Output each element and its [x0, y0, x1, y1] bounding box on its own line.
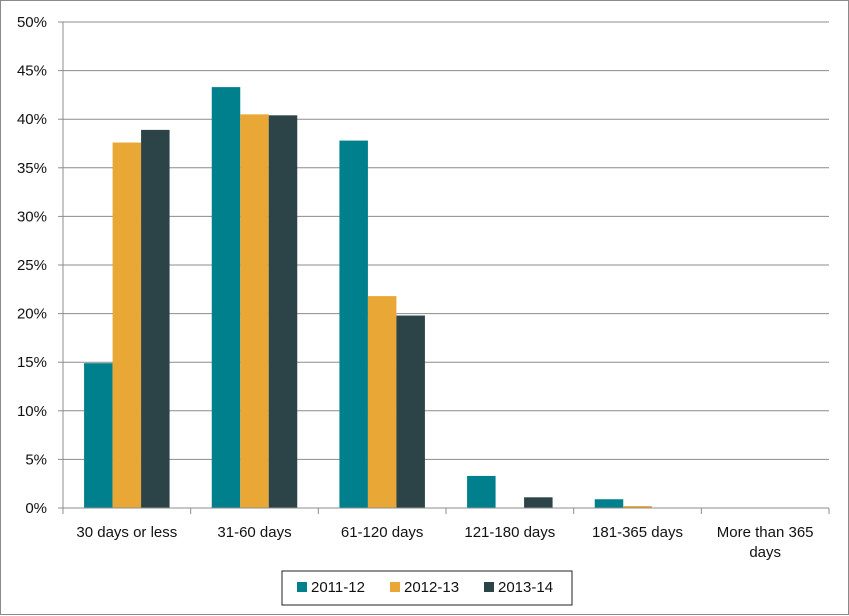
- x-tick-label: 61-120 days: [341, 524, 424, 541]
- bar-2011-12: [594, 499, 624, 508]
- bar-2011-12: [339, 140, 368, 508]
- legend-label: 2011-12: [311, 579, 365, 596]
- y-tick-label: 15%: [17, 354, 47, 371]
- x-tick-label: 31-60 days: [217, 524, 291, 541]
- bar-2011-12: [84, 363, 113, 508]
- y-tick-label: 50%: [17, 14, 47, 31]
- x-tick-label: days: [749, 544, 781, 561]
- x-axis-ticks: 30 days or less 31-60 days 61-120 days 121-…: [62, 508, 830, 561]
- bar-2013-14: [141, 129, 170, 508]
- gridlines: [63, 21, 829, 460]
- bar-2012-13: [623, 506, 652, 508]
- y-axis-ticks: 0% 5% 10% 15% 20% 25% 30% 35% 40% 45% 50%: [17, 14, 63, 517]
- y-tick-label: 30%: [17, 208, 47, 225]
- x-tick-label: More than 365: [717, 524, 814, 541]
- legend-swatch-2011-12: [297, 582, 307, 592]
- legend-swatch-2013-14: [484, 582, 494, 592]
- y-tick-label: 0%: [25, 500, 47, 517]
- bar-2012-13: [367, 296, 397, 508]
- legend-label: 2013-14: [498, 579, 553, 596]
- y-tick-label: 5%: [25, 451, 47, 468]
- bars: [84, 87, 652, 509]
- bar-2013-14: [268, 115, 298, 508]
- legend-box: [281, 570, 573, 606]
- x-tick-label: 181-365 days: [592, 524, 683, 541]
- bar-2012-13: [240, 114, 269, 508]
- legend-label: 2012-13: [404, 579, 459, 596]
- bar-2011-12: [467, 475, 496, 508]
- x-tick-label: 121-180 days: [464, 524, 555, 541]
- bar-2011-12: [211, 87, 241, 509]
- bar-2013-14: [524, 497, 553, 508]
- y-tick-label: 40%: [17, 111, 47, 128]
- y-tick-label: 10%: [17, 403, 47, 420]
- y-tick-label: 35%: [17, 160, 47, 177]
- bar-2013-14: [396, 315, 425, 508]
- y-tick-label: 25%: [17, 257, 47, 274]
- bar-2012-13: [112, 142, 142, 508]
- legend-swatch-2012-13: [390, 582, 400, 592]
- y-tick-label: 45%: [17, 63, 47, 80]
- y-tick-label: 20%: [17, 306, 47, 323]
- legend: 2011-12 2012-13 2013-14: [281, 570, 573, 606]
- x-tick-label: 30 days or less: [76, 524, 177, 541]
